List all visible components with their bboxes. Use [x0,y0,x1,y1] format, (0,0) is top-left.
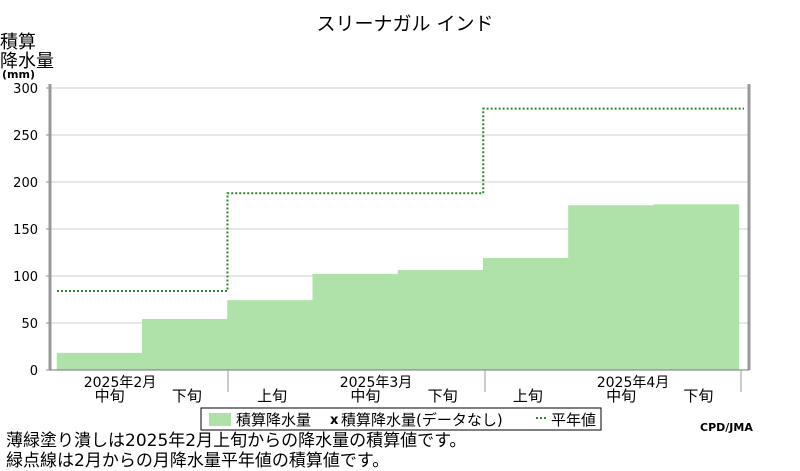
x-tick-label: 中旬 [350,387,380,405]
chart-title: スリーナガル インド [316,13,493,35]
legend-label-nodata: 積算降水量(データなし) [341,411,503,429]
y-axis-label-unit: (mm) [2,68,35,81]
y-axis-label-line-2: 降水量 [0,51,54,72]
x-tick-label: 下旬 [683,387,713,405]
y-tick-label: 150 [13,223,38,238]
legend-marker-nodata: x [330,413,339,428]
y-tick-label: 300 [13,82,38,97]
month-label: 2025年4月 [597,375,670,391]
y-tick-label: 0 [30,364,38,379]
bar [56,352,143,371]
note-line-1: 薄緑塗り潰しは2025年2月上旬からの降水量の積算値です。 [6,431,467,451]
y-tick-label: 100 [13,270,38,285]
legend-label-normal: 平年値 [551,411,596,429]
legend-swatch-bars [209,413,231,426]
x-tick-label: 下旬 [172,387,202,405]
bar [312,273,399,371]
bar [397,270,484,371]
legend-label-bars: 積算降水量 [236,411,311,429]
y-tick-label: 250 [13,129,38,144]
bar [141,318,228,371]
month-label: 2025年3月 [340,375,413,391]
source-label: CPD/JMA [700,421,753,434]
month-label: 2025年2月 [84,375,157,391]
x-tick-label: 下旬 [428,387,458,405]
y-tick-label: 200 [13,176,38,191]
x-tick-label: 上旬 [513,387,543,405]
bar [227,300,313,371]
x-tick-label: 中旬 [95,387,125,405]
x-tick-label: 上旬 [257,387,287,405]
bar [568,205,654,371]
x-tick-label: 中旬 [606,387,636,405]
plot-area: 0 50 100 150 200 250 300 中旬 下旬 上旬 中旬 下旬 上旬 中旬 下旬 2025年2… [13,82,751,431]
note-line-2: 緑点線は2月からの月降水量平年値の積算値です。 [6,451,390,471]
bar [653,204,740,371]
legend-box [200,407,602,431]
y-tick-label: 50 [21,317,38,332]
y-axis-label-line-1: 積算 [0,32,36,53]
bar [482,257,569,371]
